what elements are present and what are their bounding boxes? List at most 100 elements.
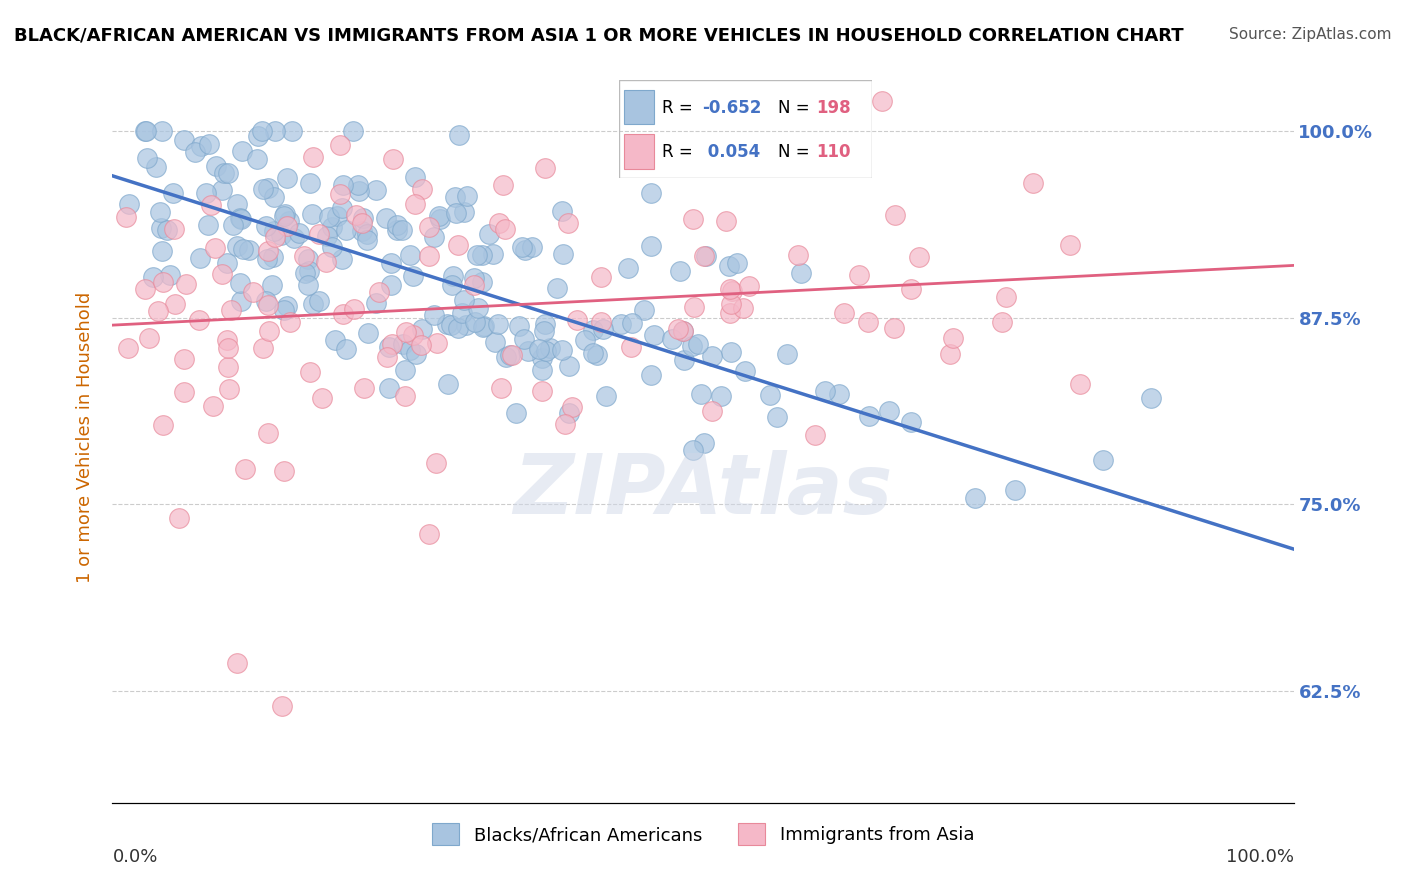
Point	[350, 224, 373, 238]
Point	[444, 206, 467, 220]
Point	[486, 318, 509, 332]
Point	[538, 341, 561, 355]
Point	[380, 256, 402, 270]
Point	[352, 216, 374, 230]
Point	[231, 293, 253, 308]
Point	[357, 326, 380, 340]
Point	[441, 269, 464, 284]
Point	[682, 301, 704, 315]
Point	[308, 227, 330, 241]
Point	[595, 389, 617, 403]
Point	[557, 359, 579, 373]
Point	[814, 384, 837, 398]
Point	[425, 456, 447, 470]
Point	[346, 178, 368, 192]
Point	[776, 346, 799, 360]
Point	[804, 428, 827, 442]
Point	[765, 409, 787, 424]
Point	[277, 214, 299, 228]
Point	[152, 276, 174, 290]
Point	[394, 389, 416, 403]
Point	[965, 491, 987, 505]
Point	[399, 343, 422, 357]
Point	[380, 278, 402, 293]
Point	[427, 209, 450, 223]
Point	[217, 341, 239, 355]
Point	[298, 264, 321, 278]
Point	[551, 203, 574, 218]
Point	[260, 277, 283, 292]
Point	[226, 197, 249, 211]
Point	[146, 304, 169, 318]
Point	[426, 335, 449, 350]
Point	[335, 222, 357, 236]
Point	[610, 317, 633, 331]
Point	[488, 215, 510, 229]
Point	[444, 190, 467, 204]
Point	[786, 247, 808, 261]
Point	[215, 333, 238, 347]
Point	[512, 239, 534, 253]
Point	[453, 293, 475, 307]
Point	[399, 248, 422, 262]
Point	[456, 188, 478, 202]
Point	[343, 301, 366, 316]
Point	[232, 242, 254, 256]
Point	[335, 342, 357, 356]
Point	[167, 510, 190, 524]
Point	[211, 267, 233, 281]
Point	[447, 321, 470, 335]
Point	[465, 247, 488, 261]
Point	[418, 220, 440, 235]
Point	[381, 336, 404, 351]
Point	[298, 365, 321, 379]
Point	[508, 318, 530, 333]
Point	[693, 436, 716, 450]
Point	[257, 298, 280, 312]
Point	[582, 323, 605, 337]
Point	[591, 269, 613, 284]
Point	[311, 391, 333, 405]
Point	[668, 264, 690, 278]
Text: 0.054: 0.054	[702, 143, 761, 161]
Point	[411, 321, 433, 335]
Point	[159, 268, 181, 282]
Point	[190, 139, 212, 153]
Point	[531, 363, 554, 377]
Point	[200, 198, 222, 212]
Point	[463, 271, 485, 285]
Point	[725, 256, 748, 270]
Point	[513, 332, 536, 346]
Point	[551, 343, 574, 357]
Point	[1092, 452, 1115, 467]
Point	[318, 210, 340, 224]
Point	[184, 145, 207, 160]
Point	[717, 259, 740, 273]
Point	[790, 266, 813, 280]
Text: N =: N =	[778, 99, 815, 117]
Point	[195, 186, 218, 200]
Point	[856, 315, 879, 329]
Point	[401, 269, 423, 284]
Point	[534, 161, 557, 175]
Point	[582, 346, 605, 360]
Point	[501, 348, 523, 362]
Point	[718, 282, 741, 296]
Point	[270, 698, 292, 713]
Point	[440, 318, 463, 332]
Point	[672, 324, 695, 338]
Point	[117, 341, 139, 355]
Point	[907, 250, 929, 264]
Point	[858, 409, 880, 423]
Point	[263, 230, 285, 244]
Point	[394, 363, 416, 377]
Point	[217, 359, 239, 374]
Point	[478, 227, 501, 241]
Point	[352, 211, 374, 225]
Point	[263, 124, 285, 138]
Point	[718, 305, 741, 319]
Point	[252, 182, 274, 196]
Point	[364, 295, 387, 310]
Point	[229, 212, 252, 227]
Point	[451, 306, 474, 320]
